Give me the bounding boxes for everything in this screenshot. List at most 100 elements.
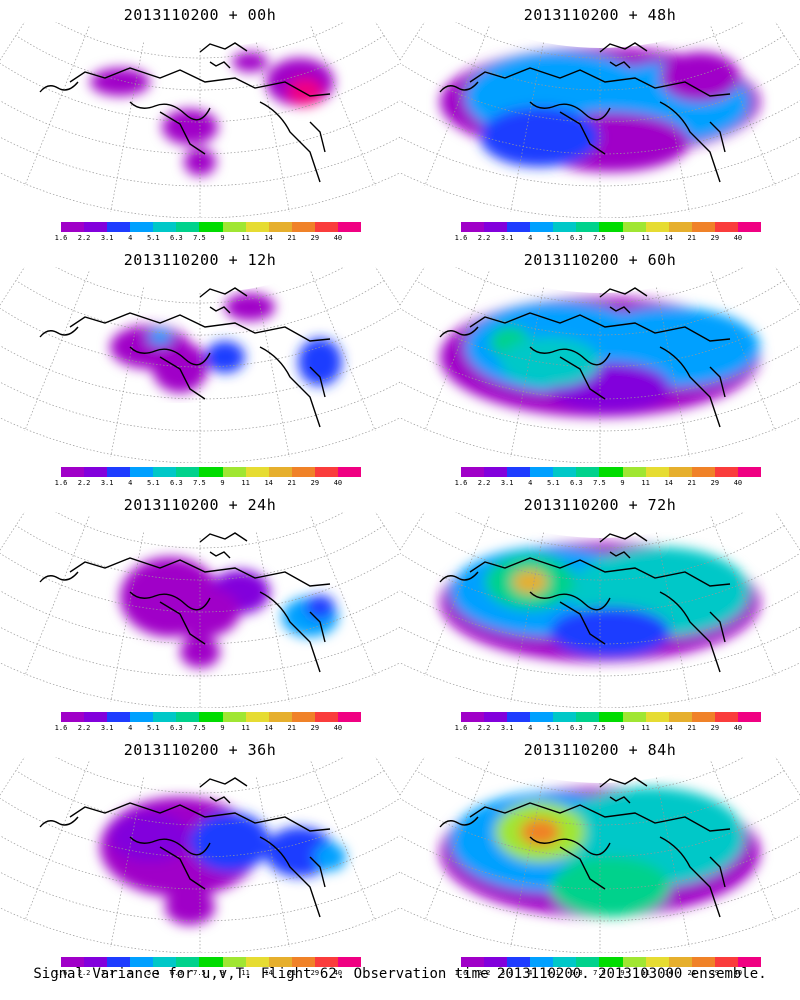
colorbar-tick-label: 1.6: [54, 969, 68, 977]
variance-region: [500, 337, 600, 387]
colorbar: [61, 222, 362, 232]
colorbar-swatch: [337, 712, 362, 722]
colorbar-tick-label: 6.3: [170, 479, 183, 487]
latitude-line: [455, 757, 745, 794]
colorbar-swatch: [530, 712, 554, 722]
variance-region: [162, 109, 218, 145]
colorbar-swatch: [737, 222, 762, 232]
colorbar-swatch: [599, 712, 623, 722]
colorbar-tick-label: 9: [220, 724, 225, 732]
latitude-line: [400, 907, 800, 953]
colorbar-swatch: [84, 222, 108, 232]
colorbar-swatch: [461, 467, 485, 477]
colorbar-tick-label: 14: [664, 234, 673, 242]
longitude-line: [256, 42, 290, 212]
colorbar-swatch: [107, 467, 131, 477]
colorbar-swatch: [130, 957, 154, 967]
colorbar-labels: 1.6 2.2 3.1 4 5.1 6.3 7.5 9 11 14 21 29 40: [55, 234, 361, 244]
variance-region: [90, 68, 150, 96]
longitude-line: [374, 512, 400, 551]
variance-region: [165, 889, 215, 925]
colorbar-labels: 1.6 2.2 3.1 4 5.1 6.3 7.5 9 11 14 21 29 40: [55, 479, 361, 489]
longitude-line: [424, 516, 490, 677]
colorbar-swatch: [622, 467, 646, 477]
colorbar-swatch: [291, 222, 315, 232]
longitude-line: [110, 42, 144, 212]
map-panel: 2013110200 + 36h 1.6 2.2 3.1 4 5.1 6.3 7.5 9 11 14…: [0, 735, 400, 980]
variance-region: [550, 607, 670, 657]
colorbar-swatch: [714, 467, 738, 477]
colorbar-tick-label: 29: [710, 479, 720, 487]
colorbar-tick-label: 4: [528, 724, 533, 732]
colorbar-swatch: [245, 222, 269, 232]
colorbar-swatch: [553, 957, 577, 967]
figure-caption: Signal Variance for u,v,T. Flight 62. Ob…: [33, 966, 767, 982]
colorbar-swatch: [268, 957, 292, 967]
longitude-line: [656, 287, 690, 457]
variance-region: [314, 843, 346, 871]
colorbar-tick-label: 9: [220, 969, 225, 977]
colorbar-tick-label: 9: [620, 724, 625, 732]
colorbar-swatch: [222, 712, 246, 722]
colorbar-tick-label: 9: [620, 969, 625, 977]
colorbar-swatch: [268, 467, 292, 477]
colorbar-tick-label: 14: [664, 724, 673, 732]
colorbar-swatch: [668, 957, 692, 967]
colorbar-tick-label: 1.6: [454, 234, 468, 242]
colorbar-tick-label: 40: [733, 479, 743, 487]
panel-title: 2013110200 + 36h: [123, 741, 277, 759]
colorbar-tick-label: 40: [333, 969, 343, 977]
longitude-line: [374, 757, 400, 796]
colorbar-swatch: [599, 957, 623, 967]
coastline: [39, 287, 331, 428]
colorbar-swatch: [130, 467, 154, 477]
colorbar-tick-label: 3.1: [500, 479, 514, 487]
colorbar-tick-label: 21: [287, 969, 296, 977]
colorbar-tick-label: 3.1: [100, 724, 114, 732]
longitude-line: [24, 26, 90, 187]
colorbar-tick-label: 3.1: [500, 724, 514, 732]
colorbar-tick-label: 7.5: [593, 234, 606, 242]
colorbar-swatch: [107, 712, 131, 722]
map-panel: 2013110200 + 00h 1.6 2.2 3.1 4 5.1 6.3 7.5 9 11 14…: [0, 0, 400, 245]
colorbar-tick-label: 21: [687, 969, 696, 977]
colorbar-swatch: [622, 222, 646, 232]
colorbar-swatch: [668, 222, 692, 232]
colorbar-tick-label: 11: [641, 724, 650, 732]
colorbar-swatch: [576, 957, 600, 967]
colorbar-tick-label: 4: [128, 234, 133, 242]
colorbar: [461, 957, 762, 967]
longitude-line: [424, 26, 490, 187]
colorbar-tick-label: 6.3: [570, 969, 583, 977]
coastline: [439, 42, 731, 183]
colorbar-tick-label: 9: [220, 479, 225, 487]
colorbar-tick-label: 11: [241, 724, 250, 732]
colorbar-tick-label: 1.6: [454, 724, 468, 732]
colorbar-tick-label: 40: [333, 234, 343, 242]
colorbar-swatch: [714, 957, 738, 967]
longitude-line: [256, 287, 290, 457]
colorbar-swatch: [107, 957, 131, 967]
colorbar-tick-label: 3.1: [100, 234, 114, 242]
polar-map: [0, 22, 400, 218]
panel-title: 2013110200 + 48h: [523, 6, 677, 24]
latitude-line: [400, 797, 800, 858]
latitude-line: [0, 662, 400, 708]
longitude-line: [656, 532, 690, 702]
colorbar-tick-label: 1.6: [54, 479, 68, 487]
colorbar-swatch: [507, 712, 531, 722]
panel-title: 2013110200 + 00h: [123, 6, 277, 24]
colorbar-swatch: [645, 957, 669, 967]
longitude-line: [310, 26, 376, 187]
panel-title: 2013110200 + 84h: [523, 741, 677, 759]
longitude-line: [656, 42, 690, 212]
colorbar-tick-label: 29: [310, 969, 320, 977]
longitude-line: [424, 271, 490, 432]
colorbar-swatch: [622, 957, 646, 967]
colorbar-tick-label: 21: [287, 479, 296, 487]
colorbar-swatch: [530, 467, 554, 477]
coastline: [39, 42, 331, 183]
colorbar-swatch: [691, 467, 715, 477]
variance-region: [480, 107, 600, 167]
colorbar-tick-label: 7.5: [193, 724, 206, 732]
